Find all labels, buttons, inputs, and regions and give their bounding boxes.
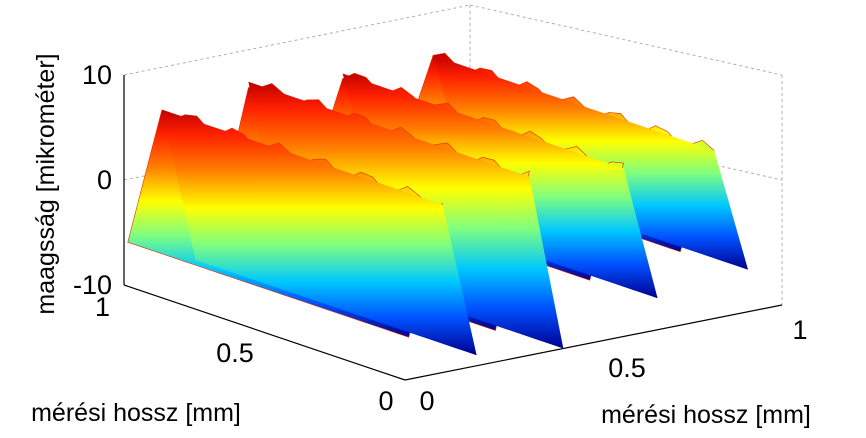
x-tick-label: 1 (792, 315, 807, 345)
y-tick-label: 0.5 (216, 338, 254, 368)
z-tick-label: -10 (73, 270, 112, 300)
y-tick-label: 0 (378, 386, 393, 416)
z-axis-label: maagsság [mikrométer] (32, 53, 60, 314)
axes-solid (123, 75, 783, 381)
y-axis-label: mérési hossz [mm] (31, 399, 241, 427)
z-tick-label: 0 (97, 165, 112, 195)
x-tick-label: 0 (419, 386, 434, 416)
x-tick-label: 0.5 (608, 353, 646, 383)
ridge-face-1 (161, 109, 477, 356)
y-tick-label: 1 (95, 292, 110, 322)
x-axis-label: mérési hossz [mm] (601, 401, 811, 429)
surface-ridges (127, 52, 749, 356)
z-tick-label: 10 (82, 60, 112, 90)
